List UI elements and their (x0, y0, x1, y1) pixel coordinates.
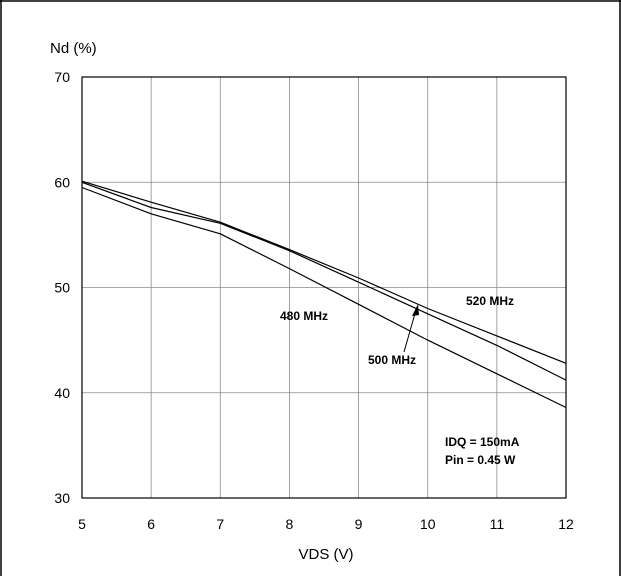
x-tick-label: 7 (216, 516, 224, 532)
x-tick-label: 5 (78, 516, 86, 532)
series-label-500: 500 MHz (368, 353, 416, 367)
annotation-idq: IDQ = 150mA (445, 435, 520, 449)
y-tick-label: 40 (54, 385, 70, 401)
y-tick-label: 60 (54, 174, 70, 190)
series-label-520: 520 MHz (466, 294, 514, 308)
series-line-500-mhz (81, 181, 567, 381)
x-tick-label: 12 (558, 516, 574, 532)
y-tick-label: 70 (54, 69, 70, 85)
series-label-500-arrowhead (412, 304, 419, 316)
series-label-500-arrow (403, 309, 417, 353)
x-axis-label: VDS (V) (298, 546, 353, 563)
tick-labels: 5 6 7 8 9 10 11 12 30 40 50 60 70 (54, 69, 574, 532)
series-label-480: 480 MHz (280, 309, 328, 323)
x-tick-label: 8 (286, 516, 294, 532)
x-tick-label: 10 (420, 516, 436, 532)
series-group (81, 180, 567, 409)
plot-border (81, 76, 567, 499)
y-tick-label: 50 (54, 280, 70, 296)
y-axis-label: Nd (%) (50, 40, 97, 57)
grid (82, 77, 566, 498)
x-tick-label: 6 (147, 516, 155, 532)
x-tick-label: 11 (490, 516, 505, 532)
series-line-520-mhz (81, 180, 567, 364)
series-line-480-mhz (81, 186, 567, 409)
y-tick-label: 30 (54, 490, 70, 506)
annotation-pin: Pin = 0.45 W (445, 453, 516, 467)
x-tick-label: 9 (355, 516, 363, 532)
